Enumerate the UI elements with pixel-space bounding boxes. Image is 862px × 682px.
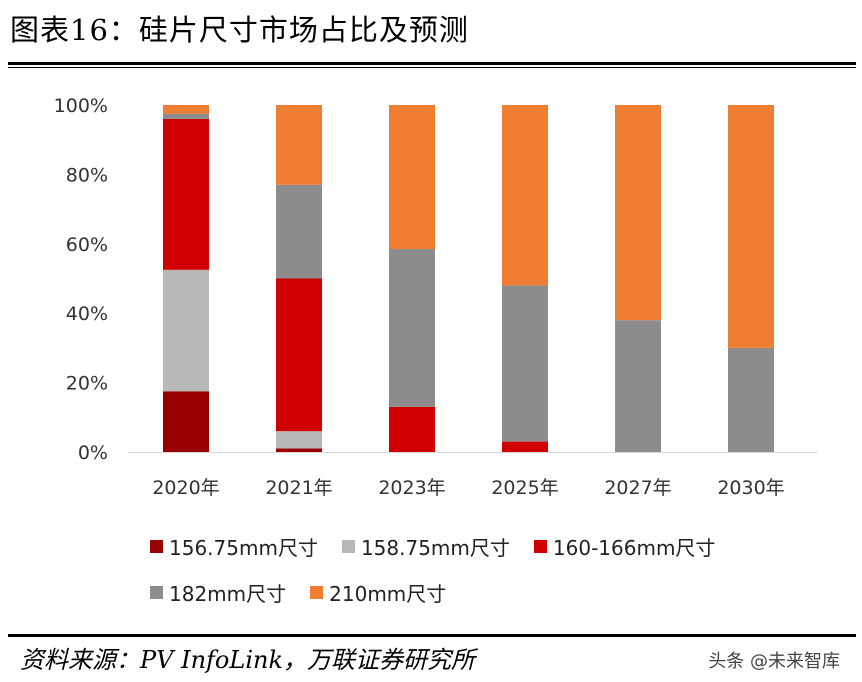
legend-label: 182mm尺寸 <box>169 581 287 606</box>
y-tick-label: 0% <box>78 442 108 464</box>
legend-label: 156.75mm尺寸 <box>169 535 318 560</box>
y-tick-label: 80% <box>66 164 108 186</box>
x-axis: 2020年 2021年 2023年 2025年 2027年 2030年 <box>152 477 784 499</box>
watermark: 头条 @未来智库 <box>704 645 844 675</box>
legend-row: 182mm尺寸 210mm尺寸 <box>150 574 770 610</box>
legend-label: 158.75mm尺寸 <box>360 535 510 560</box>
y-tick-label: 100% <box>54 95 108 117</box>
bar-segment <box>728 105 774 348</box>
y-tick-label: 20% <box>66 373 108 395</box>
chart-title: 图表16：硅片尺寸市场占比及预测 <box>10 13 469 47</box>
legend-swatch <box>150 585 163 599</box>
legend-swatch <box>533 539 547 553</box>
x-tick-label: 2020年 <box>152 477 219 499</box>
legend-swatch <box>341 539 355 553</box>
title-rule <box>8 62 856 65</box>
bar-segment <box>502 285 548 442</box>
bar-segment <box>389 105 435 250</box>
legend-item: 156.75mm尺寸 <box>150 532 318 561</box>
y-tick-label: 60% <box>66 234 108 256</box>
y-axis: 0% 20% 40% 60% 80% 100% <box>54 95 818 464</box>
x-tick-label: 2023年 <box>378 477 445 499</box>
x-tick-label: 2021年 <box>265 477 332 499</box>
bar-segment <box>389 249 435 407</box>
bar-segment <box>163 118 209 270</box>
legend-label: 210mm尺寸 <box>329 581 447 606</box>
stacked-bar-chart: 0%20%40%60%80%100% 2020年 2021年 2023年 2025年 2… <box>54 95 818 499</box>
legend-swatch <box>150 539 163 553</box>
x-tick-label: 2025年 <box>491 477 558 499</box>
bar-segment <box>163 391 209 452</box>
y-tick-label: 40% <box>66 303 108 325</box>
bar-segment <box>502 105 548 286</box>
legend-item: 160-166mm尺寸 <box>533 532 716 561</box>
bar-segment <box>163 269 209 392</box>
bar-segment <box>276 448 322 452</box>
legend-swatch <box>310 585 324 599</box>
legend: 156.75mm尺寸 158.75mm尺寸 160-166mm尺寸 182mm尺寸 2… <box>150 528 770 620</box>
x-tick-label: 2027年 <box>604 477 671 499</box>
x-tick-label: 2030年 <box>717 477 784 499</box>
bar-segment <box>276 278 322 432</box>
source-note: 资料来源：PV InfoLink，万联证券研究所 <box>20 646 475 674</box>
legend-item: 158.75mm尺寸 <box>341 532 510 561</box>
bar-segment <box>276 184 322 279</box>
bars <box>163 105 774 452</box>
bar-segment <box>276 431 322 449</box>
legend-row: 156.75mm尺寸 158.75mm尺寸 160-166mm尺寸 <box>150 528 770 564</box>
bar-segment <box>615 320 661 452</box>
bar-segment <box>502 441 548 452</box>
legend-item: 210mm尺寸 <box>310 578 446 607</box>
title-rule-thin <box>8 67 856 68</box>
legend-label: 160-166mm尺寸 <box>552 535 716 560</box>
legend-item: 182mm尺寸 <box>150 578 286 607</box>
footer-rule <box>8 634 856 637</box>
bar-segment <box>389 406 435 452</box>
bar-segment <box>276 105 322 185</box>
bar-segment <box>163 113 209 119</box>
bar-segment <box>728 347 774 452</box>
bar-segment <box>615 105 661 321</box>
bar-segment <box>163 105 209 114</box>
